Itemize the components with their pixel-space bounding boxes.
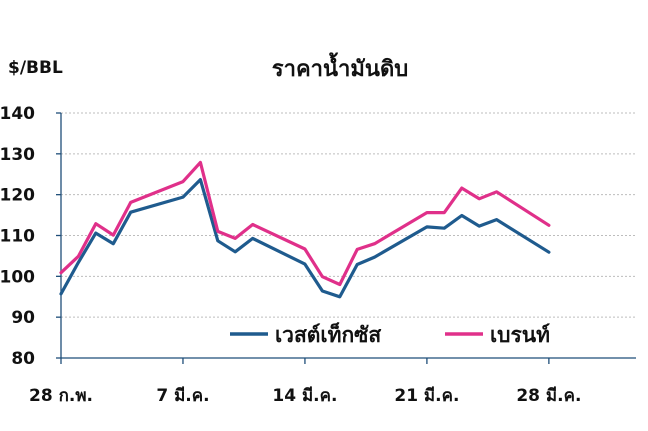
y-tick-label: 130: [0, 145, 35, 165]
chart-title: ราคาน้ำมันดิบ: [272, 52, 408, 82]
x-tick-label: 21 มี.ค.: [394, 385, 459, 406]
series-line-brent: [59, 160, 551, 287]
y-axis-unit: $/BBL: [8, 58, 63, 78]
legend-label: เวสต์เท็กซัส: [275, 321, 381, 347]
y-tick-label: 80: [11, 349, 35, 369]
grid-lines: [61, 112, 636, 318]
legend-label: เบรนท์: [490, 323, 550, 347]
x-tick-label: 14 มี.ค.: [272, 385, 337, 406]
x-axis-ticks: 28 ก.พ. 7 มี.ค. 14 มี.ค. 21 มี.ค. 28 มี.ค.: [29, 358, 581, 406]
y-tick-label: 140: [0, 104, 35, 124]
x-tick-label: 7 มี.ค.: [156, 385, 209, 406]
y-axis-ticks: 80 90 100 110 120 130 140: [0, 104, 61, 369]
y-tick-label: 100: [0, 267, 35, 287]
y-tick-label: 120: [0, 186, 35, 206]
y-tick-label: 110: [0, 227, 35, 247]
series-line-wti: [59, 178, 551, 299]
legend: เวสต์เท็กซัส เบรนท์: [230, 321, 550, 347]
x-tick-label: 28 ก.พ.: [29, 386, 93, 406]
y-tick-label: 90: [11, 308, 35, 328]
x-tick-label: 28 มี.ค.: [516, 385, 581, 406]
series-lines: [59, 160, 551, 299]
